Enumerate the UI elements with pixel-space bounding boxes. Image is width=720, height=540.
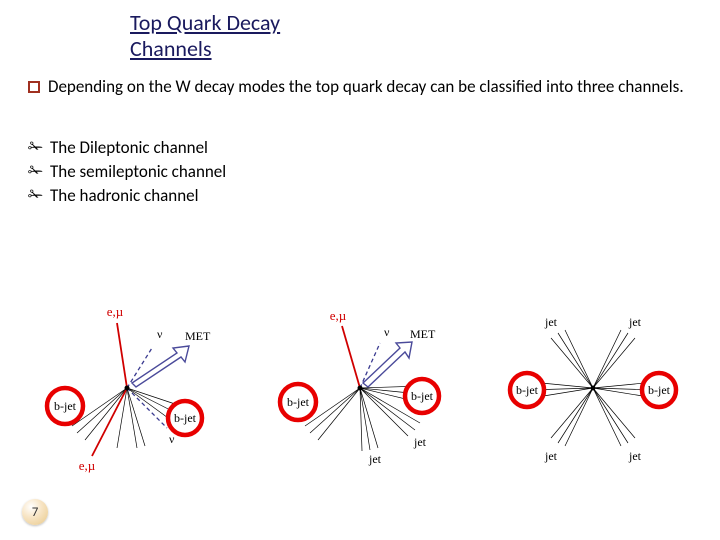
dileptonic-diagram: b-jet b-jet e,µ e,µ ν ν MET (17, 293, 237, 473)
nu-label: ν (169, 432, 175, 446)
slide-title: Top Quark Decay Channels (130, 10, 280, 63)
channel-label-0: The Dileptonic channel (50, 137, 208, 158)
jet-label: jet (413, 435, 427, 449)
script-bullet-icon: ✁ (28, 184, 44, 207)
semileptonic-diagram: b-jet b-jet e,µ ν MET jet jet (250, 293, 470, 473)
hadronic-diagram: b-jet b-jet jet jet jet jet (483, 293, 703, 473)
jet-label: jet (628, 449, 642, 463)
page-number-badge: 7 (22, 499, 48, 525)
jet-label: jet (368, 452, 382, 466)
page-number: 7 (32, 505, 39, 520)
lepton-label: e,µ (78, 458, 95, 473)
script-bullet-icon: ✁ (28, 136, 44, 159)
intro-bullet: Depending on the W decay modes the top q… (28, 76, 700, 98)
intro-text: Depending on the W decay modes the top q… (48, 76, 684, 97)
bjet-label: b-jet (287, 395, 310, 409)
channel-item-1: ✁ The semileptonic channel (28, 160, 700, 183)
channel-label-1: The semileptonic channel (50, 161, 226, 182)
square-bullet-icon (28, 81, 40, 93)
bjet-label: b-jet (648, 383, 671, 397)
bjet-label: b-jet (516, 383, 539, 397)
decay-diagrams: b-jet b-jet e,µ e,µ ν ν MET (10, 288, 710, 478)
bjet-label: b-jet (411, 389, 434, 403)
jet-label: jet (544, 449, 558, 463)
channel-label-2: The hadronic channel (50, 185, 199, 206)
lepton-label: e,µ (106, 304, 123, 319)
script-bullet-icon: ✁ (28, 160, 44, 183)
met-label: MET (185, 329, 211, 343)
channel-item-0: ✁ The Dileptonic channel (28, 136, 700, 159)
channel-item-2: ✁ The hadronic channel (28, 184, 700, 207)
title-line1: Top Quark Decay (130, 9, 280, 36)
jet-label: jet (628, 315, 642, 329)
bjet-label: b-jet (54, 399, 77, 413)
title-line2: Channels (130, 35, 212, 62)
bjet-label: b-jet (174, 411, 197, 425)
nu-label: ν (157, 327, 163, 341)
jet-label: jet (544, 315, 558, 329)
nu-label: ν (384, 325, 390, 339)
lepton-label: e,µ (330, 308, 347, 323)
met-label: MET (410, 327, 436, 341)
